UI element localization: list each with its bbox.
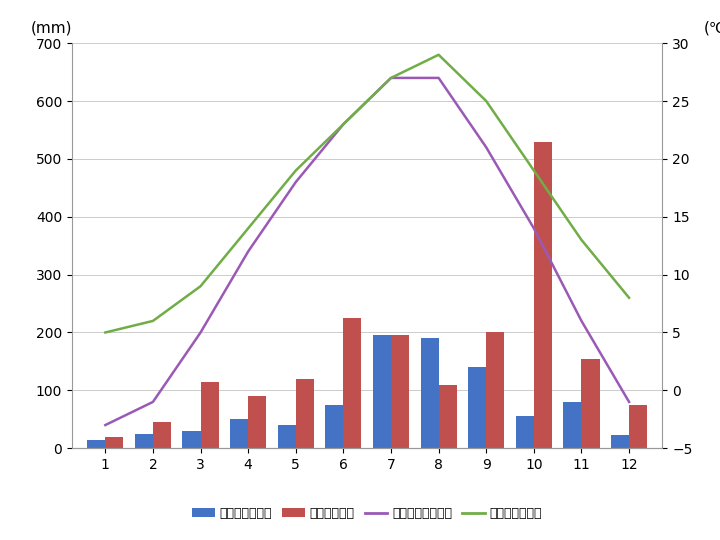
Bar (248, 396, 266, 448)
Bar (135, 434, 153, 448)
Bar (325, 405, 343, 448)
Bar (629, 405, 647, 448)
Bar (516, 416, 534, 448)
Bar (468, 367, 486, 448)
Bar (201, 382, 219, 448)
Bar (420, 338, 438, 448)
Text: (mm): (mm) (31, 20, 72, 35)
Bar (611, 435, 629, 448)
Legend: ソウルの降水量, 東京の降水量, ソウルの平均気温, 東京の平均気温: ソウルの降水量, 東京の降水量, ソウルの平均気温, 東京の平均気温 (192, 507, 542, 520)
Bar (343, 318, 361, 448)
Bar (438, 384, 456, 448)
Bar (230, 419, 248, 448)
Bar (105, 437, 123, 448)
Bar (87, 440, 105, 448)
Bar (153, 422, 171, 448)
Bar (582, 359, 600, 448)
Bar (563, 402, 582, 448)
Bar (296, 379, 314, 448)
Bar (182, 431, 201, 448)
Bar (278, 425, 296, 448)
Bar (391, 335, 409, 448)
Bar (534, 141, 552, 448)
Bar (373, 335, 391, 448)
Bar (486, 333, 504, 448)
Text: (℃): (℃) (703, 20, 720, 35)
